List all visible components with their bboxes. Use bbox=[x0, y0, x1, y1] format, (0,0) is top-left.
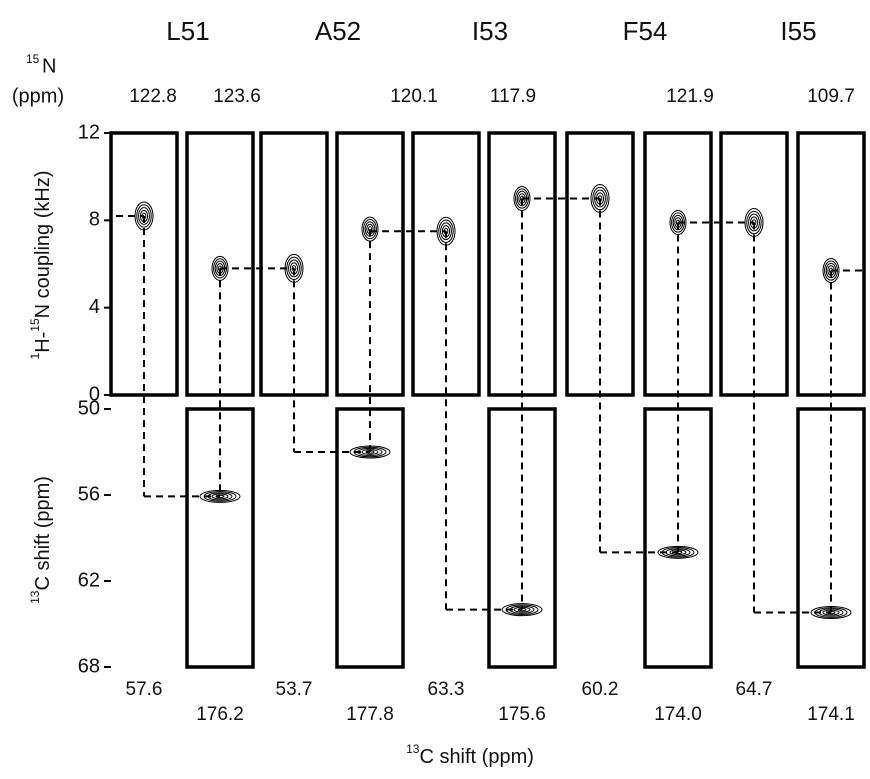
n15-sup: 15 bbox=[26, 52, 40, 66]
co-peak bbox=[363, 218, 377, 240]
n15-label: N bbox=[42, 55, 56, 77]
co-peak bbox=[364, 221, 376, 237]
strip-top bbox=[411, 131, 481, 397]
y2-tick-label: 62 bbox=[78, 569, 100, 591]
t: C shift (ppm) bbox=[32, 476, 54, 590]
cross-peak bbox=[211, 493, 229, 500]
top-axis-title: 1H-15N coupling (kHz) bbox=[28, 171, 54, 360]
n15-shift: 122.8 bbox=[129, 86, 177, 107]
ca-peak bbox=[438, 219, 454, 243]
strip-label: 57.6 bbox=[126, 679, 163, 700]
residue-label: F54 bbox=[623, 16, 668, 46]
ca-peak bbox=[138, 207, 150, 225]
residue-label: I53 bbox=[472, 16, 508, 46]
n15-shift: 120.1 bbox=[390, 86, 438, 107]
sup: 13 bbox=[406, 742, 420, 756]
sup: 1 bbox=[28, 352, 42, 359]
y-tick-label: 12 bbox=[78, 121, 100, 143]
sup: 15 bbox=[28, 318, 42, 332]
y-tick-label: 8 bbox=[89, 209, 100, 231]
ca-peak bbox=[288, 259, 300, 278]
strip-label: 53.7 bbox=[276, 679, 313, 700]
strip-label: 64.7 bbox=[736, 679, 773, 700]
strip-bottom bbox=[335, 407, 405, 669]
n15-shift: 109.7 bbox=[807, 86, 855, 107]
ca-peak bbox=[136, 204, 152, 228]
y2-tick-label: 68 bbox=[78, 655, 100, 677]
ca-peak bbox=[748, 213, 760, 232]
cross-peak bbox=[501, 603, 543, 617]
cross-peak bbox=[657, 545, 699, 559]
strip-label: 60.2 bbox=[582, 679, 619, 700]
y2-tick-label: 56 bbox=[78, 483, 100, 505]
t: H- bbox=[32, 332, 54, 353]
strip-bottom bbox=[185, 407, 255, 669]
strip-label: 174.0 bbox=[654, 704, 702, 725]
cross-peak bbox=[810, 606, 852, 620]
sup: 13 bbox=[28, 590, 42, 604]
residue-label: A52 bbox=[315, 16, 361, 46]
strip-top bbox=[335, 131, 405, 397]
t: N coupling (kHz) bbox=[32, 171, 54, 319]
strip-label: 177.8 bbox=[346, 704, 394, 725]
n15-unit: (ppm) bbox=[12, 85, 64, 107]
t: C shift (ppm) bbox=[419, 746, 533, 768]
ca-peak bbox=[592, 186, 608, 211]
strip-label: 174.1 bbox=[807, 704, 855, 725]
strip-label: 175.6 bbox=[498, 704, 546, 725]
strip-label: 176.2 bbox=[196, 704, 244, 725]
strip-label: 63.3 bbox=[428, 679, 465, 700]
y-tick-label: 0 bbox=[89, 383, 100, 405]
n15-shift: 123.6 bbox=[213, 86, 261, 107]
n15-shift: 117.9 bbox=[490, 86, 536, 107]
residue-label: I55 bbox=[780, 16, 816, 46]
residue-label: L51 bbox=[166, 16, 209, 46]
n15-shift: 121.9 bbox=[666, 86, 714, 107]
ca-peak bbox=[746, 210, 762, 235]
ca-peak bbox=[440, 222, 452, 241]
strip-top bbox=[109, 131, 179, 397]
y-tick-label: 4 bbox=[89, 296, 100, 318]
bottom-axis-title: 13C shift (ppm) bbox=[28, 476, 54, 604]
x-axis-title: 13C shift (ppm) bbox=[406, 742, 534, 768]
y2-tick-label: 50 bbox=[78, 397, 100, 419]
